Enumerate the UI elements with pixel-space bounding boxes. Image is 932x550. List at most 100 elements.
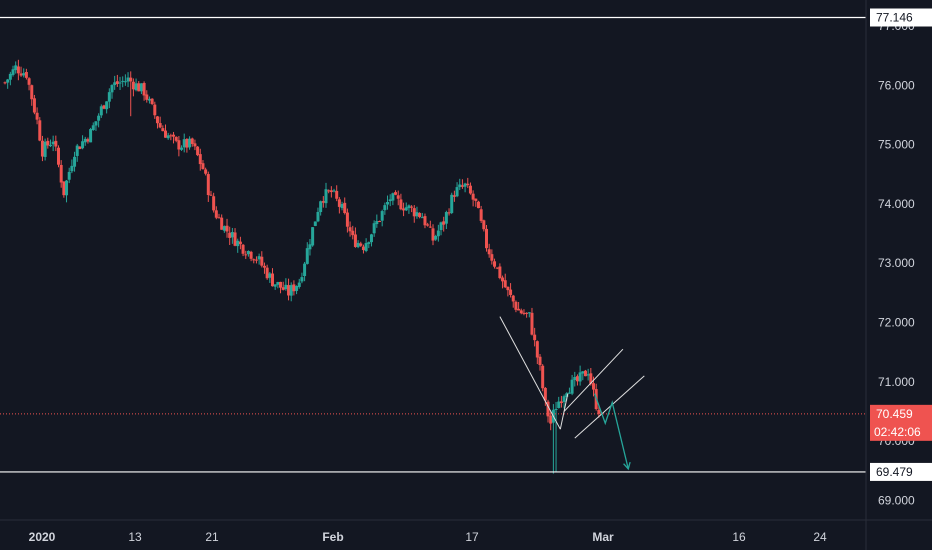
drawings-layer [499, 316, 645, 471]
candle-body [319, 201, 323, 213]
candle-body [265, 267, 269, 279]
candle-body [337, 199, 341, 207]
y-tick-label: 72.000 [878, 316, 915, 330]
candle-body [592, 383, 595, 390]
candle-body [407, 205, 411, 209]
candle-body [59, 164, 63, 183]
candle-body [164, 130, 167, 138]
candle-body [27, 78, 31, 85]
candle-body [287, 285, 291, 296]
candle-body [89, 129, 93, 143]
candle-body [578, 372, 582, 382]
trend-line [499, 316, 561, 430]
candle-body [281, 287, 285, 290]
candle-body [460, 185, 464, 187]
candle-body [359, 243, 363, 246]
candle-body [353, 234, 357, 247]
candle-body [46, 140, 50, 146]
candle-body [343, 202, 347, 214]
candle-body [110, 85, 114, 93]
candle-body [340, 204, 344, 209]
x-tick-label: 21 [205, 530, 219, 544]
candle-body [378, 221, 381, 223]
candle-body [300, 277, 304, 282]
candle-body [236, 240, 240, 247]
price-axis[interactable]: 77.00076.00075.00074.00073.00072.00071.0… [878, 19, 915, 507]
candle-body [214, 210, 218, 218]
candle-body [514, 301, 518, 310]
candle-body [134, 83, 138, 91]
candle-body [335, 190, 339, 199]
candle-body [458, 184, 462, 188]
candle-body [444, 212, 448, 224]
candle-body [204, 169, 208, 174]
candle-body [428, 226, 432, 228]
candle-body [450, 194, 454, 213]
candle-body [361, 246, 365, 251]
candle-body [573, 377, 577, 381]
candle-body [67, 171, 71, 180]
candle-body [549, 415, 553, 424]
candle-body [201, 163, 205, 170]
candle-body [182, 139, 186, 148]
projection-arrow [593, 393, 629, 470]
candle-body [575, 376, 579, 382]
candle-body [131, 81, 135, 90]
horizontal-levels-layer [0, 16, 866, 473]
candle-body [367, 242, 371, 244]
candle-body [99, 106, 103, 116]
candle-body [73, 156, 77, 167]
candle-body [372, 223, 376, 234]
time-axis[interactable]: 2020 13 21 Feb 17 Mar 16 24 [29, 530, 827, 544]
candle-body [447, 212, 451, 214]
candle-body [348, 227, 352, 232]
candle-body [222, 226, 226, 231]
candle-body [145, 94, 149, 100]
candle-body [185, 139, 189, 148]
candle-body [83, 138, 87, 143]
candle-body [257, 256, 261, 260]
candle-body [129, 77, 133, 82]
candle-body [463, 183, 467, 187]
candle-body [562, 396, 566, 402]
candle-body [212, 196, 216, 211]
candle-body [396, 195, 400, 199]
candle-body [506, 286, 510, 291]
candle-body [32, 98, 36, 113]
candle-body [329, 190, 333, 193]
candle-body [196, 146, 200, 156]
candle-body [169, 135, 173, 137]
candle-body [493, 261, 497, 267]
candle-body [495, 267, 499, 269]
candle-body [538, 356, 542, 366]
candle-body [332, 190, 336, 192]
candle-body [455, 187, 459, 197]
candle-body [490, 254, 494, 261]
candle-body [30, 85, 34, 100]
candle-body [426, 224, 430, 226]
y-tick-label: 73.000 [878, 256, 915, 270]
candle-body [241, 244, 245, 254]
candle-body [369, 234, 373, 243]
candle-body [546, 401, 550, 417]
candle-body [554, 408, 558, 410]
candle-body [180, 147, 184, 150]
candle-body [11, 69, 15, 75]
candle-body [209, 194, 213, 196]
candle-body [6, 79, 10, 83]
candle-body [220, 217, 224, 230]
candle-body [22, 73, 26, 76]
candle-body [75, 145, 79, 156]
candle-body [313, 221, 317, 226]
candle-body [8, 73, 12, 80]
candle-body [345, 212, 349, 227]
candle-body [583, 370, 587, 377]
candle-body [193, 143, 197, 147]
last-price-label: 70.459 [876, 407, 913, 421]
candle-body [565, 393, 569, 397]
x-tick-label: 17 [465, 530, 479, 544]
candle-body [238, 241, 242, 245]
candle-body [118, 82, 122, 84]
candle-body [431, 228, 435, 241]
